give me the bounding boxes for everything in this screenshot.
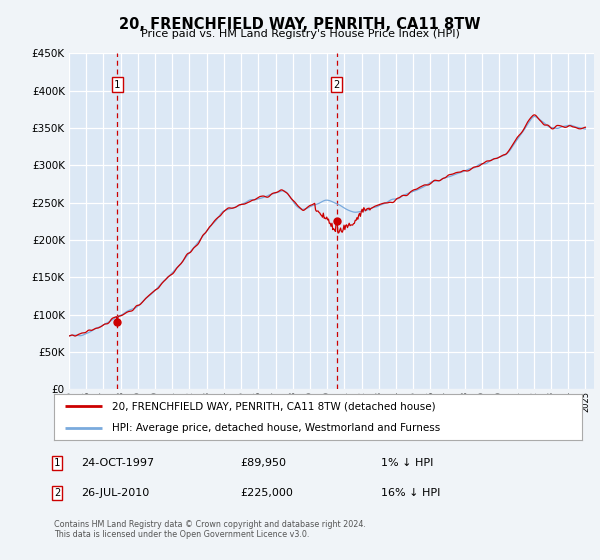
Point: [112, 318, 122, 326]
Text: 20, FRENCHFIELD WAY, PENRITH, CA11 8TW: 20, FRENCHFIELD WAY, PENRITH, CA11 8TW: [119, 17, 481, 32]
Text: £89,950: £89,950: [240, 458, 286, 468]
Text: Contains HM Land Registry data © Crown copyright and database right 2024.
This d: Contains HM Land Registry data © Crown c…: [54, 520, 366, 539]
Text: HPI: Average price, detached house, Westmorland and Furness: HPI: Average price, detached house, West…: [112, 423, 440, 433]
Text: Price paid vs. HM Land Registry's House Price Index (HPI): Price paid vs. HM Land Registry's House …: [140, 29, 460, 39]
Text: 1% ↓ HPI: 1% ↓ HPI: [381, 458, 433, 468]
Text: 20, FRENCHFIELD WAY, PENRITH, CA11 8TW (detached house): 20, FRENCHFIELD WAY, PENRITH, CA11 8TW (…: [112, 401, 436, 411]
Point: [332, 217, 341, 226]
Text: 24-OCT-1997: 24-OCT-1997: [81, 458, 154, 468]
Text: £225,000: £225,000: [240, 488, 293, 498]
Text: 1: 1: [114, 80, 121, 90]
Text: 26-JUL-2010: 26-JUL-2010: [81, 488, 149, 498]
Text: 2: 2: [54, 488, 60, 498]
Text: 2: 2: [334, 80, 340, 90]
Text: 1: 1: [54, 458, 60, 468]
Text: 16% ↓ HPI: 16% ↓ HPI: [381, 488, 440, 498]
